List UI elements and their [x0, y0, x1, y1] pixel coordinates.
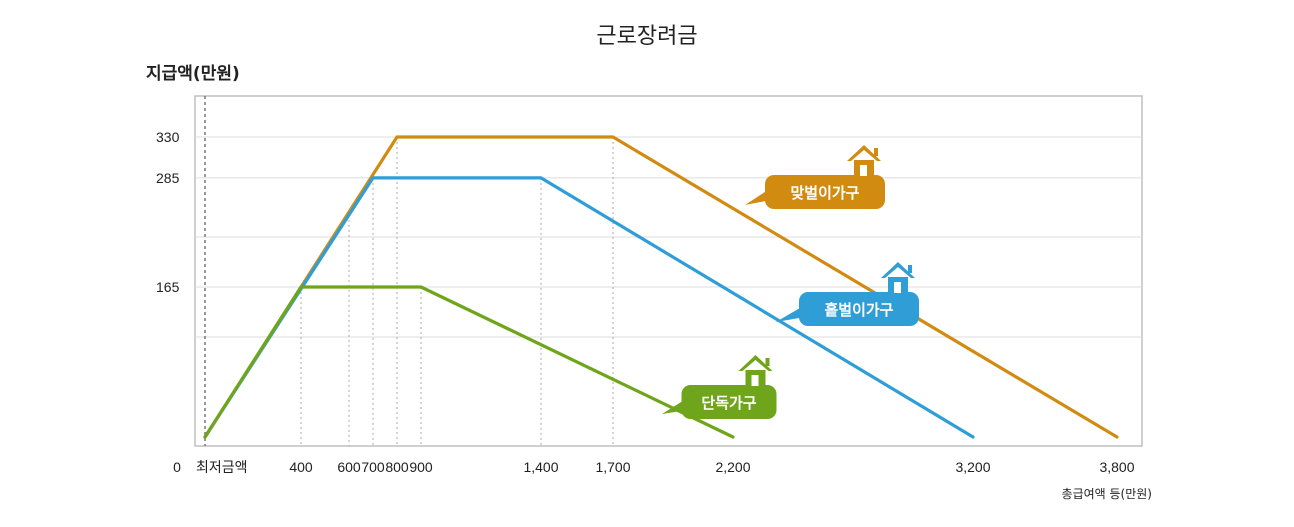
- x-tick-label: 1,700: [595, 459, 630, 475]
- x-tick-label: 3,800: [1099, 459, 1134, 475]
- badge-body: [799, 292, 919, 326]
- badge-body: [681, 385, 777, 419]
- legend-label: 홑벌이가구: [824, 301, 893, 319]
- y-axis-label: 지급액(만원): [146, 64, 240, 84]
- house-roof: [738, 355, 773, 371]
- house-icon: [738, 355, 773, 386]
- legend-badge-dual: 맞벌이가구: [745, 145, 885, 209]
- page-title: 근로장려금: [596, 24, 698, 49]
- house-icon: [847, 145, 881, 176]
- badge-body: [765, 175, 885, 209]
- house-icon: [881, 262, 915, 293]
- x-axis-label: 총급여액 등(만원): [1062, 487, 1152, 501]
- x-tick-label: 1,400: [523, 459, 558, 475]
- x-tick-label: 3,200: [955, 459, 990, 475]
- x-tick-label: 600: [337, 459, 361, 475]
- badge-pointer: [745, 188, 771, 205]
- x-tick-label: 400: [289, 459, 313, 475]
- x-tick-label: 800: [385, 459, 409, 475]
- y-tick-label: 285: [156, 170, 180, 186]
- house-roof: [847, 145, 881, 161]
- house-chimney: [765, 358, 770, 366]
- x-tick-label: 700: [361, 459, 385, 475]
- plot-frame: [194, 95, 1143, 447]
- x-tick-label: 2,200: [715, 459, 750, 475]
- x-tick-label: 900: [409, 459, 433, 475]
- house-door: [860, 165, 867, 176]
- legend-badge-single_person: 단독가구: [662, 355, 777, 419]
- house-door: [751, 375, 759, 386]
- legend-badge-single_earner: 홑벌이가구: [776, 262, 919, 326]
- x-tick-label: 최저금액: [196, 459, 248, 475]
- house-door: [894, 282, 901, 293]
- house-roof: [881, 262, 915, 278]
- series-line-single_person: [203, 285, 735, 439]
- badge-pointer: [662, 398, 688, 414]
- legend-label: 맞벌이가구: [790, 184, 859, 202]
- y-tick-label: 165: [156, 279, 180, 295]
- house-chimney: [874, 148, 878, 156]
- legend-label: 단독가구: [701, 394, 756, 412]
- y-tick-label: 330: [156, 129, 180, 145]
- house-chimney: [908, 265, 912, 273]
- badge-pointer: [776, 305, 805, 322]
- x-origin-label: 0: [173, 459, 181, 475]
